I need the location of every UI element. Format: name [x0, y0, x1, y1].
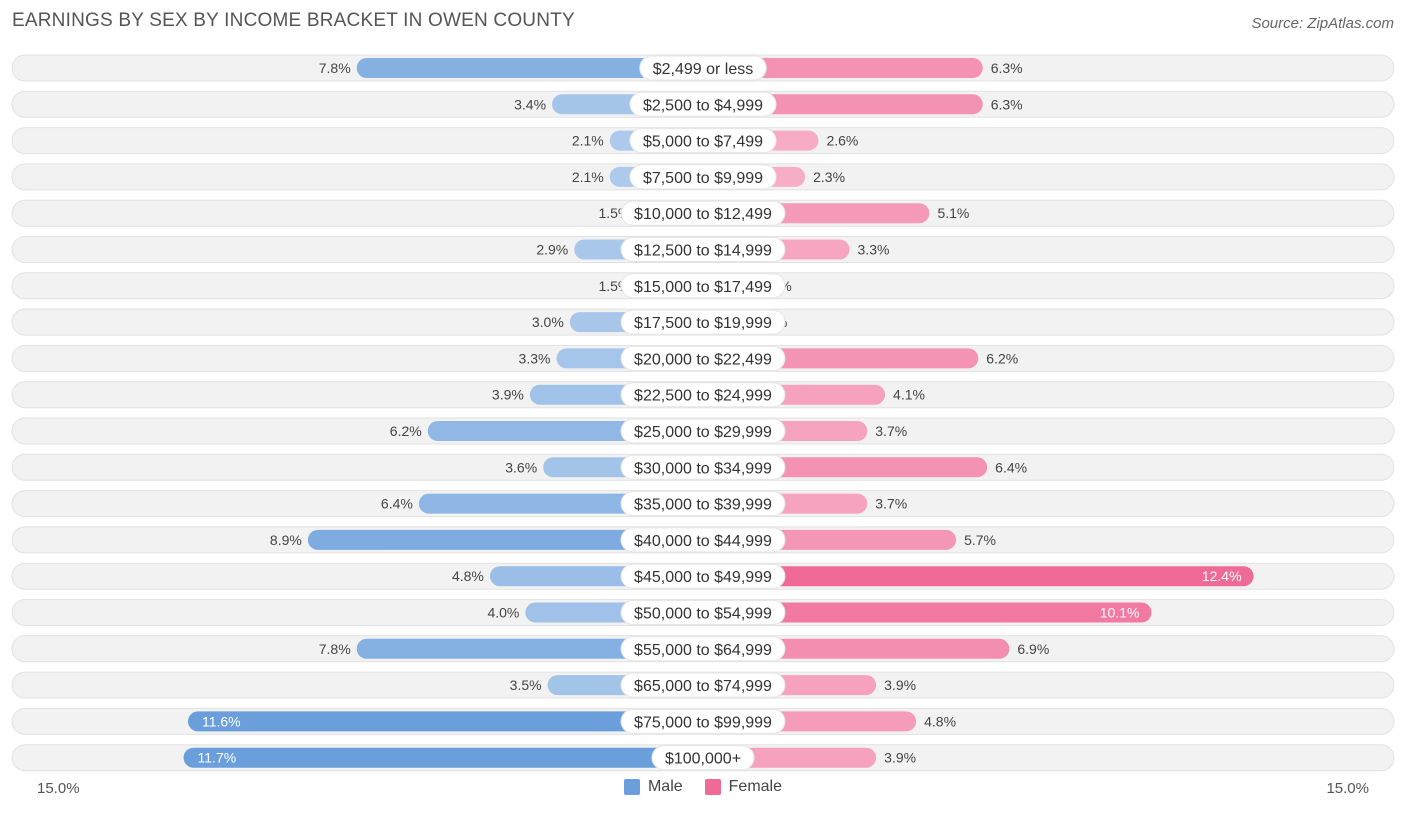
category-label: $55,000 to $64,999	[634, 642, 772, 659]
value-label-male: 3.9%	[492, 387, 524, 403]
value-label-male: 7.8%	[319, 60, 351, 76]
value-label-female: 5.1%	[937, 205, 969, 221]
chart-title: EARNINGS BY SEX BY INCOME BRACKET IN OWE…	[12, 10, 575, 31]
category-pill	[620, 600, 786, 625]
bar-male	[356, 58, 703, 78]
value-label-male: 6.2%	[390, 423, 422, 439]
category-label: $75,000 to $99,999	[634, 714, 772, 731]
value-label-female: 4.8%	[924, 713, 956, 729]
category-label: $15,000 to $17,499	[634, 279, 772, 296]
value-label-female: 10.1%	[1100, 605, 1140, 621]
category-label: $25,000 to $29,999	[634, 424, 772, 441]
category-pill	[620, 672, 786, 698]
bar-female	[703, 566, 1254, 587]
category-pill	[620, 708, 786, 734]
category-pill	[620, 273, 786, 299]
value-label-female: 2.6%	[826, 133, 858, 149]
category-label: $5,000 to $7,499	[643, 134, 763, 151]
value-label-female: 6.2%	[986, 350, 1018, 366]
bar-female	[703, 602, 1152, 623]
value-label-male: 4.8%	[452, 568, 484, 584]
category-pill	[620, 237, 786, 262]
value-label-female: 3.9%	[884, 750, 916, 766]
category-label: $45,000 to $49,999	[634, 569, 772, 586]
category-pill	[629, 91, 777, 117]
category-pill	[620, 527, 786, 553]
bar-female	[703, 58, 983, 78]
category-label: $20,000 to $22,499	[634, 351, 772, 368]
legend-label-male: Male	[647, 778, 683, 795]
category-label: $2,499 or less	[653, 61, 754, 78]
bar-male	[183, 747, 703, 768]
value-label-male: 3.0%	[532, 314, 564, 330]
category-label: $12,500 to $14,999	[634, 243, 772, 260]
value-label-male: 11.6%	[202, 713, 241, 729]
category-label: $65,000 to $74,999	[634, 678, 772, 695]
value-label-male: 3.6%	[505, 459, 537, 475]
category-pill	[620, 636, 786, 662]
value-label-female: 6.9%	[1017, 641, 1049, 657]
value-label-male: 4.0%	[487, 605, 519, 621]
value-label-male: 3.3%	[519, 350, 551, 366]
value-label-female: 6.4%	[995, 459, 1027, 475]
legend-swatch-female	[704, 779, 721, 795]
category-label: $7,500 to $9,999	[643, 170, 763, 187]
value-label-female: 3.7%	[875, 496, 907, 512]
value-label-female: 6.3%	[991, 96, 1023, 112]
category-pill	[639, 55, 767, 81]
category-label: $100,000+	[665, 751, 741, 768]
category-pill	[620, 563, 786, 589]
bar-male	[307, 529, 703, 550]
value-label-male: 2.9%	[536, 242, 568, 258]
category-label: $22,500 to $24,999	[634, 388, 772, 405]
legend-item-female[interactable]: Female	[704, 778, 783, 796]
category-pill	[629, 128, 777, 154]
value-label-female: 3.7%	[875, 423, 907, 439]
category-label: $2,500 to $4,999	[643, 97, 763, 114]
value-label-male: 3.5%	[510, 677, 542, 693]
category-pill	[620, 200, 786, 226]
value-label-female: 4.1%	[893, 387, 925, 403]
axis-left-label: 15.0%	[37, 780, 80, 797]
category-pill	[620, 454, 786, 480]
source-credit: Source: ZipAtlas.com	[1251, 15, 1394, 32]
category-pill	[620, 309, 786, 335]
category-pill	[651, 745, 755, 771]
value-label-female: 12.4%	[1202, 568, 1242, 584]
value-label-male: 6.4%	[381, 496, 413, 512]
legend: Male Female	[0, 778, 1406, 796]
value-label-male: 11.7%	[198, 750, 237, 766]
category-pill	[620, 491, 786, 517]
value-label-male: 2.1%	[572, 133, 604, 149]
category-label: $50,000 to $54,999	[634, 606, 772, 623]
value-label-male: 2.1%	[572, 169, 604, 185]
value-label-female: 3.3%	[858, 242, 890, 258]
legend-label-female: Female	[728, 778, 783, 795]
bar-male	[356, 638, 703, 659]
category-pill	[629, 164, 777, 190]
value-label-male: 7.8%	[319, 641, 351, 657]
value-label-female: 2.3%	[813, 169, 845, 185]
category-label: $17,500 to $19,999	[634, 315, 772, 332]
legend-swatch-male	[623, 779, 640, 795]
axis-right-label: 15.0%	[1326, 780, 1369, 797]
category-label: $40,000 to $44,999	[634, 533, 772, 550]
category-pill	[620, 418, 786, 444]
category-pill	[620, 382, 786, 408]
value-label-male: 8.9%	[270, 532, 302, 548]
category-label: $30,000 to $34,999	[634, 460, 772, 477]
category-label: $10,000 to $12,499	[634, 206, 772, 223]
category-label: $35,000 to $39,999	[634, 497, 772, 514]
legend-item-male[interactable]: Male	[623, 778, 683, 796]
bar-male	[187, 711, 703, 732]
category-pill	[620, 345, 786, 371]
value-label-male: 3.4%	[514, 96, 546, 112]
value-label-female: 6.3%	[991, 60, 1023, 76]
value-label-female: 3.9%	[884, 677, 916, 693]
value-label-female: 5.7%	[964, 532, 996, 548]
